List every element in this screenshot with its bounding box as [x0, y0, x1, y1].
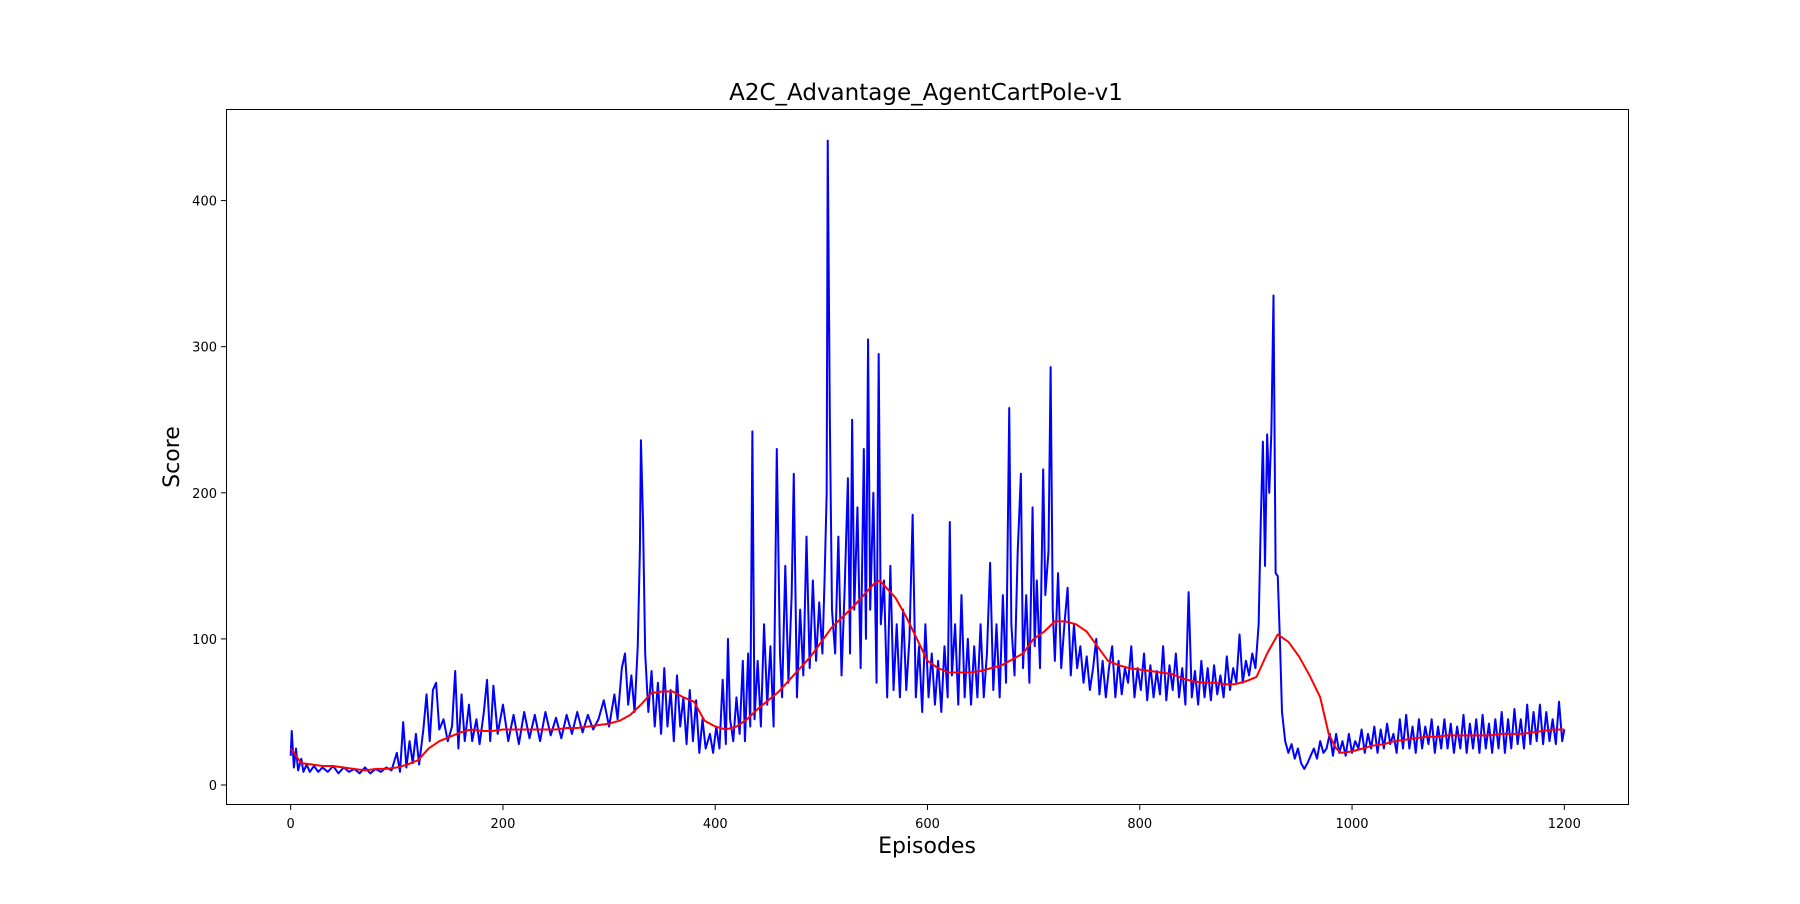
y-tick-label: 100: [192, 633, 217, 648]
y-tick-label: 300: [192, 341, 217, 356]
x-axis-label: Episodes: [878, 834, 976, 859]
x-tick-label: 200: [491, 817, 516, 832]
x-tick-label: 800: [1127, 817, 1152, 832]
y-axis-label: Score: [160, 426, 185, 488]
series-2-line: [289, 579, 1565, 772]
series-1-line: [289, 139, 1566, 775]
series-layer: [289, 139, 1566, 775]
x-tick-label: 600: [915, 817, 940, 832]
y-tick-label: 200: [192, 487, 217, 502]
y-tick-label: 0: [209, 779, 217, 794]
x-tick-label: 0: [287, 817, 295, 832]
chart-title: A2C_Advantage_AgentCartPole-v1: [729, 80, 1123, 106]
y-axis: 0 100 200 300 400: [192, 195, 227, 794]
y-tick-label: 400: [192, 195, 217, 210]
x-tick-label: 1000: [1335, 817, 1368, 832]
x-tick-label: 1200: [1548, 817, 1581, 832]
x-axis: 0 200 400 600 800 1000 1200: [287, 804, 1581, 832]
x-tick-label: 400: [703, 817, 728, 832]
